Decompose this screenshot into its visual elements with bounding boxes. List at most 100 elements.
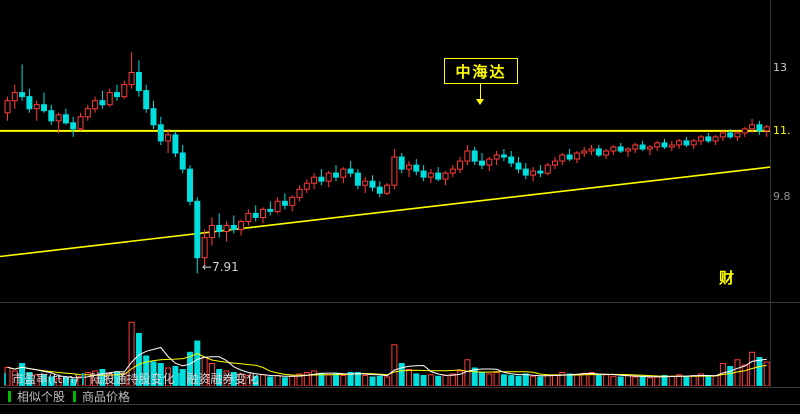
candle (683, 136, 690, 147)
price-pane[interactable] (0, 0, 772, 302)
volume-bar (172, 366, 179, 386)
candle (187, 165, 193, 206)
candle (646, 145, 653, 155)
candle (150, 100, 157, 129)
volume-bar (354, 372, 361, 386)
volume-bar (508, 375, 515, 386)
volume-bar (26, 372, 33, 386)
volume-bar (150, 361, 157, 386)
candle (442, 171, 449, 186)
volume-bar (763, 361, 770, 386)
volume-bar (471, 367, 478, 386)
volume-bar (654, 376, 661, 386)
volume-bar (734, 359, 741, 386)
volume-bar (756, 357, 763, 386)
candle (530, 167, 537, 182)
volume-bar (41, 375, 47, 386)
price-axis-border (770, 0, 771, 387)
candle (128, 52, 135, 89)
volume-bar (420, 375, 427, 386)
candle (676, 138, 683, 149)
volume-bar (62, 377, 69, 386)
candle (515, 157, 522, 174)
volume-bar (500, 374, 507, 386)
volume-pane[interactable] (0, 303, 772, 386)
candle (763, 124, 770, 137)
candle (756, 120, 763, 135)
candle (274, 197, 281, 214)
volume-bar (194, 340, 201, 386)
tab-pe-ratio[interactable]: 市盈率(ttm) (12, 372, 79, 386)
candle (749, 118, 756, 133)
volume-bar (362, 375, 369, 386)
candle (588, 145, 595, 155)
volume-ma10-line (7, 352, 767, 377)
volume-bar (340, 375, 347, 386)
tab-commodity-prices[interactable]: 商品价格 (82, 389, 131, 404)
volume-bar (311, 370, 318, 386)
volume-bar (260, 374, 266, 386)
candle (486, 157, 493, 172)
volume-bar (398, 363, 405, 386)
volume-bar (274, 375, 281, 386)
candle (340, 167, 347, 184)
tab-bullet-icon (73, 390, 77, 402)
volume-bar (128, 321, 135, 386)
candle (157, 116, 164, 145)
candle (632, 142, 639, 153)
volume-bar (281, 377, 288, 386)
candle (252, 205, 259, 222)
volume-bar (610, 375, 617, 386)
candle (121, 80, 128, 99)
candle (398, 153, 405, 174)
volume-bar (143, 355, 150, 386)
volume-bar (413, 373, 420, 386)
tab-margin-trading[interactable]: 融资融券变化 (186, 372, 259, 386)
candle (471, 147, 478, 166)
volume-bar (522, 373, 529, 386)
candle (165, 128, 172, 153)
volume-bar (741, 364, 748, 386)
volume-bar (464, 359, 471, 386)
candle (201, 229, 208, 266)
trend-line (0, 166, 771, 258)
candle (41, 92, 47, 113)
tab-bullet-icon (8, 390, 11, 402)
stock-name-callout: 中海达 (444, 58, 518, 84)
tab-northbound-holdings[interactable]: 陆股通持股变化 (90, 372, 175, 386)
volume-bar (625, 375, 631, 386)
volume-bar (99, 369, 106, 386)
volume-bar (296, 373, 303, 386)
pane-divider (0, 302, 800, 303)
candle (99, 90, 106, 109)
candle (734, 130, 741, 141)
candle (508, 151, 515, 168)
tab-separator-icon (82, 372, 85, 385)
volume-bar (157, 363, 164, 386)
candle (230, 215, 237, 234)
tab-similar-stocks[interactable]: 相似个股 (17, 389, 66, 404)
footer-divider (0, 404, 800, 405)
candle (114, 84, 120, 101)
candle (727, 128, 734, 139)
candle (544, 163, 551, 176)
candle (281, 193, 288, 210)
volume-bar (457, 370, 464, 386)
candle (603, 149, 610, 160)
volume-bar (216, 369, 223, 386)
candle (333, 165, 339, 182)
volume-bar (559, 372, 566, 386)
candle (493, 151, 500, 166)
candle (325, 171, 332, 188)
volume-bar (683, 376, 690, 386)
candle (4, 96, 11, 121)
candle (84, 104, 91, 121)
tab-separator-icon (178, 372, 181, 385)
candle (369, 175, 376, 192)
volume-bar (106, 373, 113, 386)
candle (303, 179, 310, 194)
volume-bar (537, 376, 544, 386)
candle (194, 197, 201, 274)
candle (406, 161, 412, 178)
